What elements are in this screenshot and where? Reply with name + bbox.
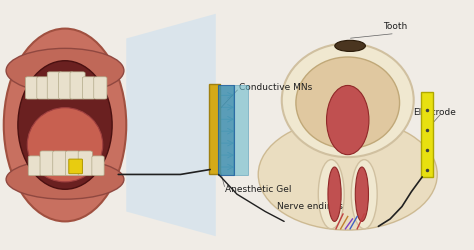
FancyBboxPatch shape: [40, 151, 54, 176]
Ellipse shape: [282, 44, 414, 157]
FancyBboxPatch shape: [53, 151, 67, 176]
Ellipse shape: [258, 119, 438, 230]
FancyBboxPatch shape: [65, 151, 80, 176]
Ellipse shape: [318, 160, 344, 229]
Ellipse shape: [6, 160, 124, 199]
Text: Electrode: Electrode: [413, 108, 456, 117]
FancyBboxPatch shape: [47, 72, 63, 99]
FancyBboxPatch shape: [209, 84, 219, 174]
Ellipse shape: [351, 160, 377, 229]
FancyBboxPatch shape: [82, 77, 96, 99]
Ellipse shape: [296, 57, 400, 148]
Ellipse shape: [327, 86, 369, 155]
FancyBboxPatch shape: [233, 85, 248, 175]
FancyBboxPatch shape: [70, 72, 85, 99]
FancyBboxPatch shape: [421, 92, 433, 178]
Ellipse shape: [335, 40, 365, 52]
FancyBboxPatch shape: [37, 77, 50, 99]
Ellipse shape: [6, 48, 124, 93]
Text: Tooth: Tooth: [383, 22, 407, 30]
FancyBboxPatch shape: [78, 151, 92, 176]
Ellipse shape: [4, 28, 126, 222]
Ellipse shape: [356, 167, 368, 222]
FancyBboxPatch shape: [92, 156, 104, 176]
FancyBboxPatch shape: [218, 85, 234, 175]
FancyBboxPatch shape: [59, 72, 74, 99]
Text: Anesthetic Gel: Anesthetic Gel: [225, 185, 292, 194]
Ellipse shape: [18, 61, 112, 189]
FancyBboxPatch shape: [94, 77, 107, 99]
FancyBboxPatch shape: [26, 77, 38, 99]
Text: Nerve endings: Nerve endings: [277, 202, 343, 211]
Polygon shape: [126, 14, 216, 236]
Ellipse shape: [328, 167, 341, 222]
FancyBboxPatch shape: [69, 159, 82, 174]
Ellipse shape: [27, 108, 103, 182]
FancyBboxPatch shape: [28, 156, 40, 176]
Text: Conductive MNs: Conductive MNs: [239, 84, 313, 92]
